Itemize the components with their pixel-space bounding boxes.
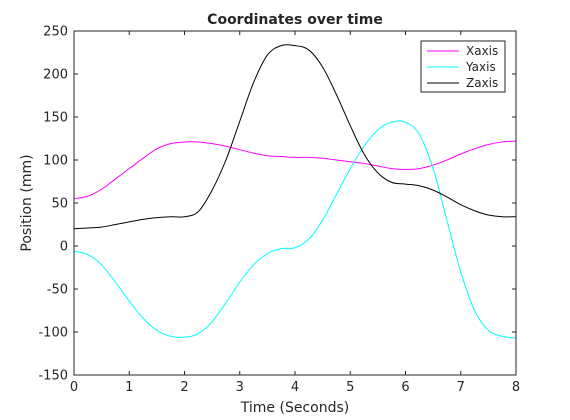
x-tick-label: 8	[512, 380, 520, 395]
x-tick-label: 3	[236, 380, 244, 395]
x-tick-label: 2	[180, 380, 188, 395]
x-tick-label: 7	[457, 380, 465, 395]
legend-label: Zaxis	[466, 76, 498, 90]
x-tick-label: 5	[346, 380, 354, 395]
chart-title: Coordinates over time	[207, 12, 383, 28]
y-tick-label: -100	[38, 326, 68, 341]
y-tick-label: 150	[43, 111, 68, 126]
x-tick-label: 1	[125, 380, 133, 395]
x-tick-label: 0	[70, 380, 78, 395]
x-tick-label: 4	[291, 380, 299, 395]
y-axis-label: Position (mm)	[19, 154, 35, 251]
y-tick-label: 100	[43, 154, 68, 169]
y-tick-label: 0	[60, 240, 68, 255]
series-line-zaxis	[73, 44, 517, 230]
y-tick-label: -50	[47, 283, 68, 298]
series-lines	[73, 44, 517, 339]
y-tick-label: 250	[43, 25, 68, 40]
series-line-xaxis	[73, 140, 517, 200]
legend-label: Xaxis	[466, 44, 498, 58]
series-line-yaxis	[73, 120, 517, 339]
axis-tick-labels: 0 1 2 3 4 5 6 7 8 -150 -100 -50 0 50 100 150 200 250	[38, 25, 520, 396]
y-tick-label: -150	[38, 369, 68, 384]
plot-frame	[73, 30, 517, 376]
y-tick-label: 200	[43, 68, 68, 83]
x-tick-label: 6	[401, 380, 409, 395]
y-tick-label: 50	[51, 197, 68, 212]
legend: Xaxis Yaxis Zaxis	[420, 40, 506, 93]
legend-label: Yaxis	[465, 60, 496, 74]
x-axis-label: Time (Seconds)	[240, 400, 349, 416]
